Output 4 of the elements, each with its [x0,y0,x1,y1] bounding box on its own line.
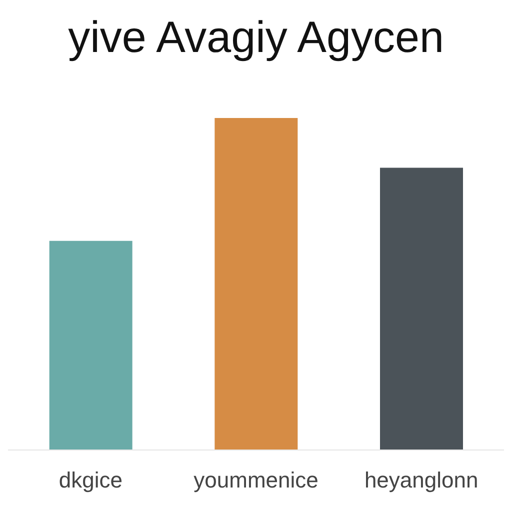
x-tick-label: yoummenice [194,468,318,493]
x-tick-label: heyanglonn [364,468,478,493]
x-tick-label: dkgice [58,468,122,493]
chart-title: yive Avagiy Agycen [67,12,445,64]
